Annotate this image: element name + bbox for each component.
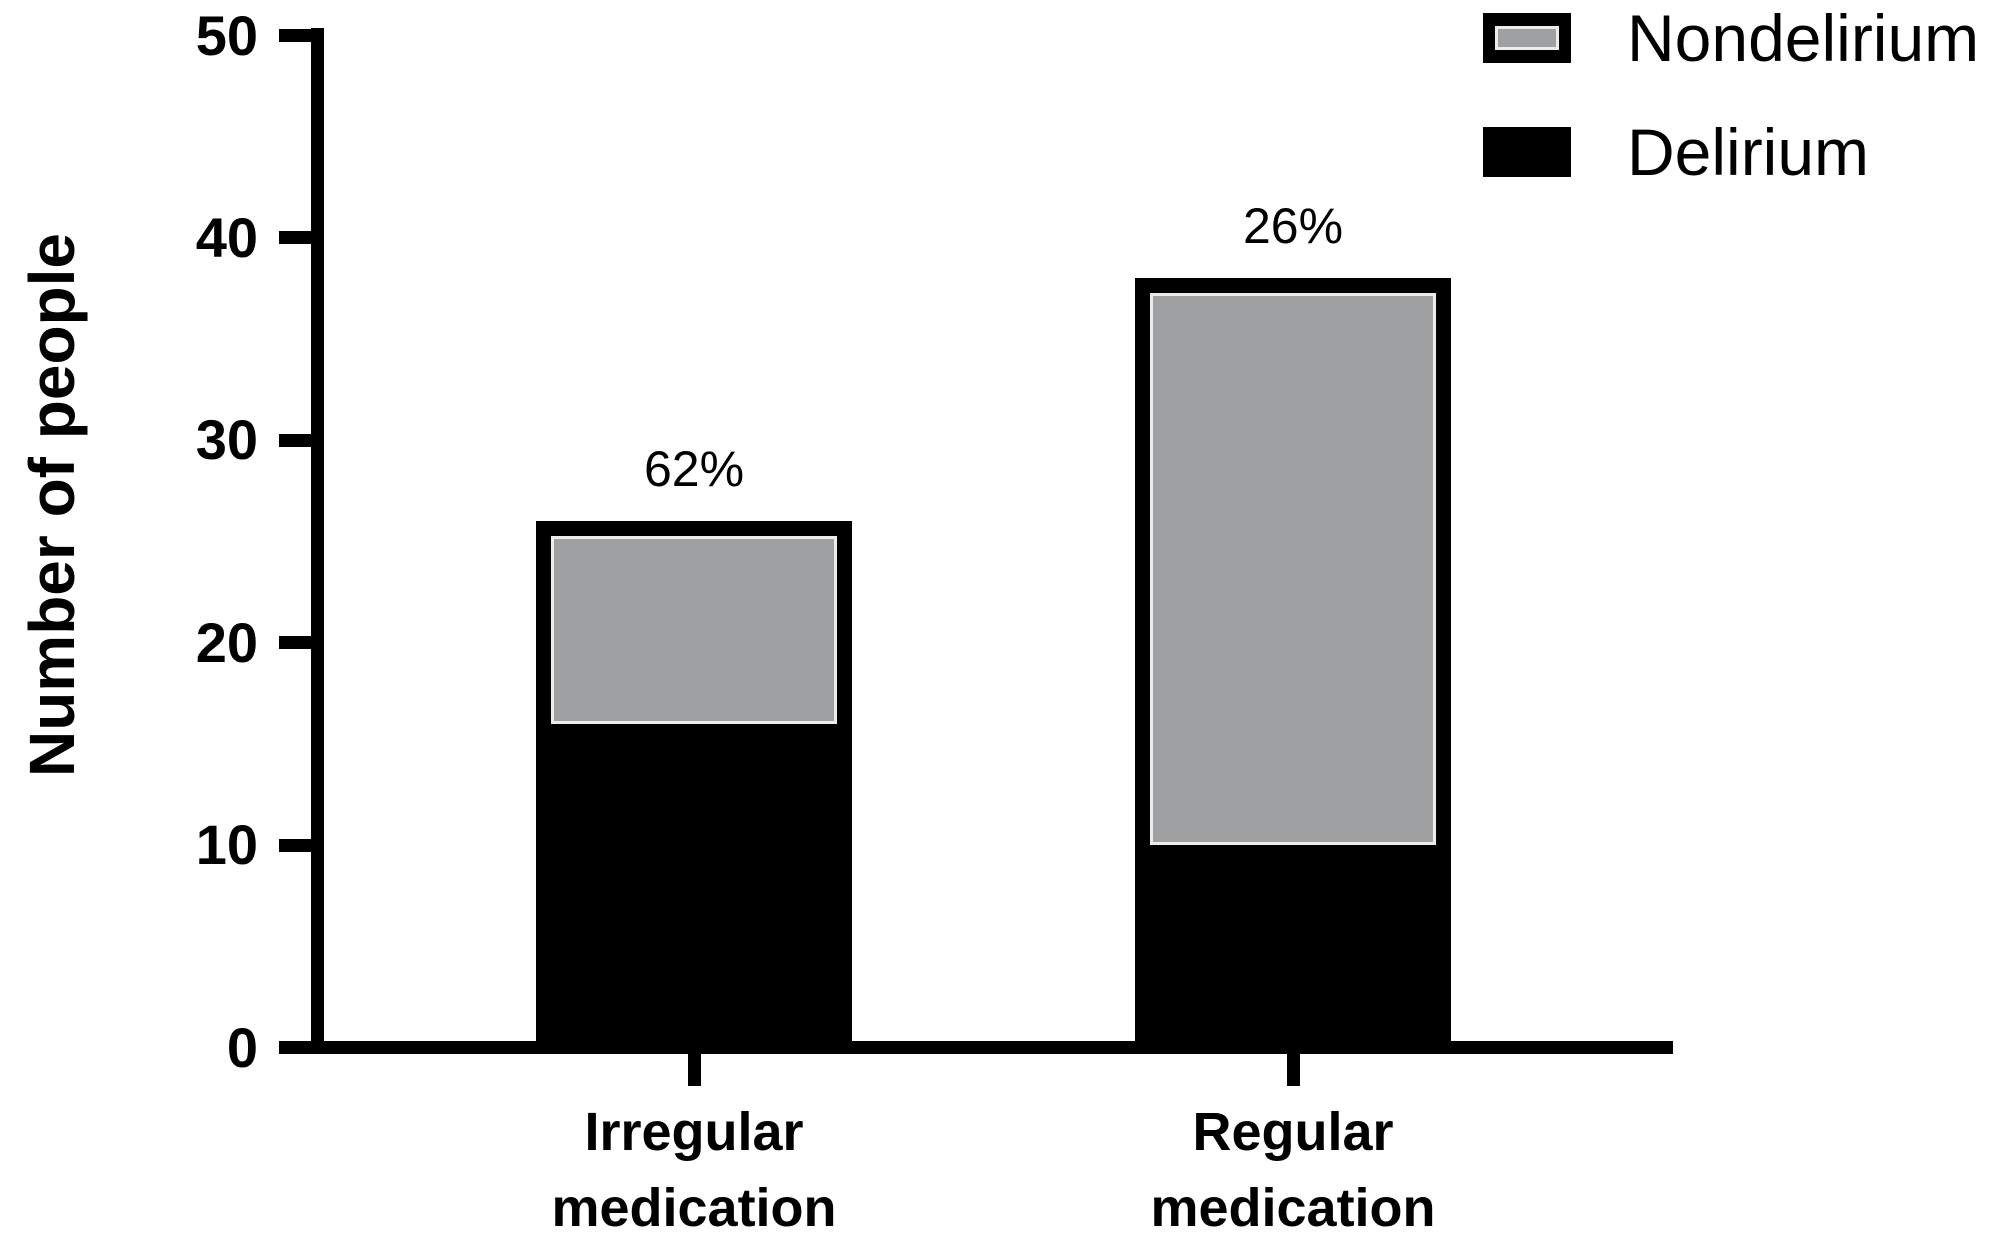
y-tick-label: 20	[195, 610, 258, 674]
nondelirium-swatch-fill	[1495, 26, 1559, 50]
y-axis-line	[311, 28, 324, 1054]
legend-item-delirium: Delirium	[1483, 117, 1869, 187]
x-category-label: Irregular medication	[551, 1102, 837, 1238]
legend-item-nondelirium: Nondelirium	[1483, 3, 1979, 73]
y-tick-label: 40	[195, 205, 258, 269]
legend-label-delirium: Delirium	[1627, 115, 1870, 189]
bar-percentage-label: 26%	[1242, 198, 1344, 255]
legend-label-nondelirium: Nondelirium	[1627, 1, 1980, 75]
y-tick-mark	[279, 29, 311, 42]
y-tick-mark	[279, 231, 311, 245]
y-tick-label: 30	[195, 408, 258, 472]
y-tick-mark	[279, 636, 311, 650]
x-axis-line	[311, 1041, 1673, 1054]
x-category-label: Regular medication	[1150, 1102, 1436, 1238]
y-tick-label: 10	[195, 813, 258, 877]
bar-nondelirium	[551, 536, 837, 724]
legend: Nondelirium Delirium	[1483, 3, 2000, 187]
y-tick-label: 50	[195, 3, 258, 67]
y-tick-label: 0	[226, 1015, 258, 1079]
y-tick-mark	[279, 433, 311, 447]
y-tick-mark	[279, 1041, 311, 1054]
bar-nondelirium	[1150, 293, 1436, 846]
y-axis-title: Number of people	[16, 232, 88, 778]
bar-percentage-label: 62%	[643, 441, 745, 498]
nondelirium-swatch-icon	[1483, 13, 1571, 63]
x-tick-mark	[687, 1054, 701, 1086]
y-tick-mark	[279, 838, 311, 852]
delirium-swatch-icon	[1483, 127, 1571, 177]
x-tick-mark	[1286, 1054, 1300, 1086]
